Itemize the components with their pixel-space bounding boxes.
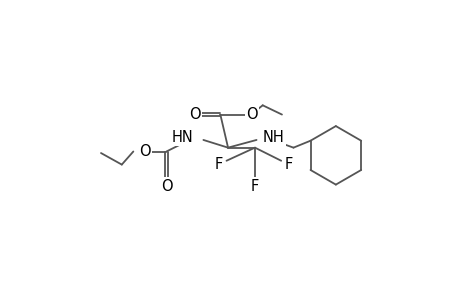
Text: F: F: [214, 157, 223, 172]
Text: O: O: [139, 144, 151, 159]
Text: O: O: [160, 178, 172, 194]
Text: F: F: [250, 178, 258, 194]
Text: HN: HN: [171, 130, 193, 145]
Text: NH: NH: [262, 130, 284, 145]
Text: F: F: [284, 157, 292, 172]
Text: O: O: [246, 107, 257, 122]
Text: O: O: [189, 107, 200, 122]
